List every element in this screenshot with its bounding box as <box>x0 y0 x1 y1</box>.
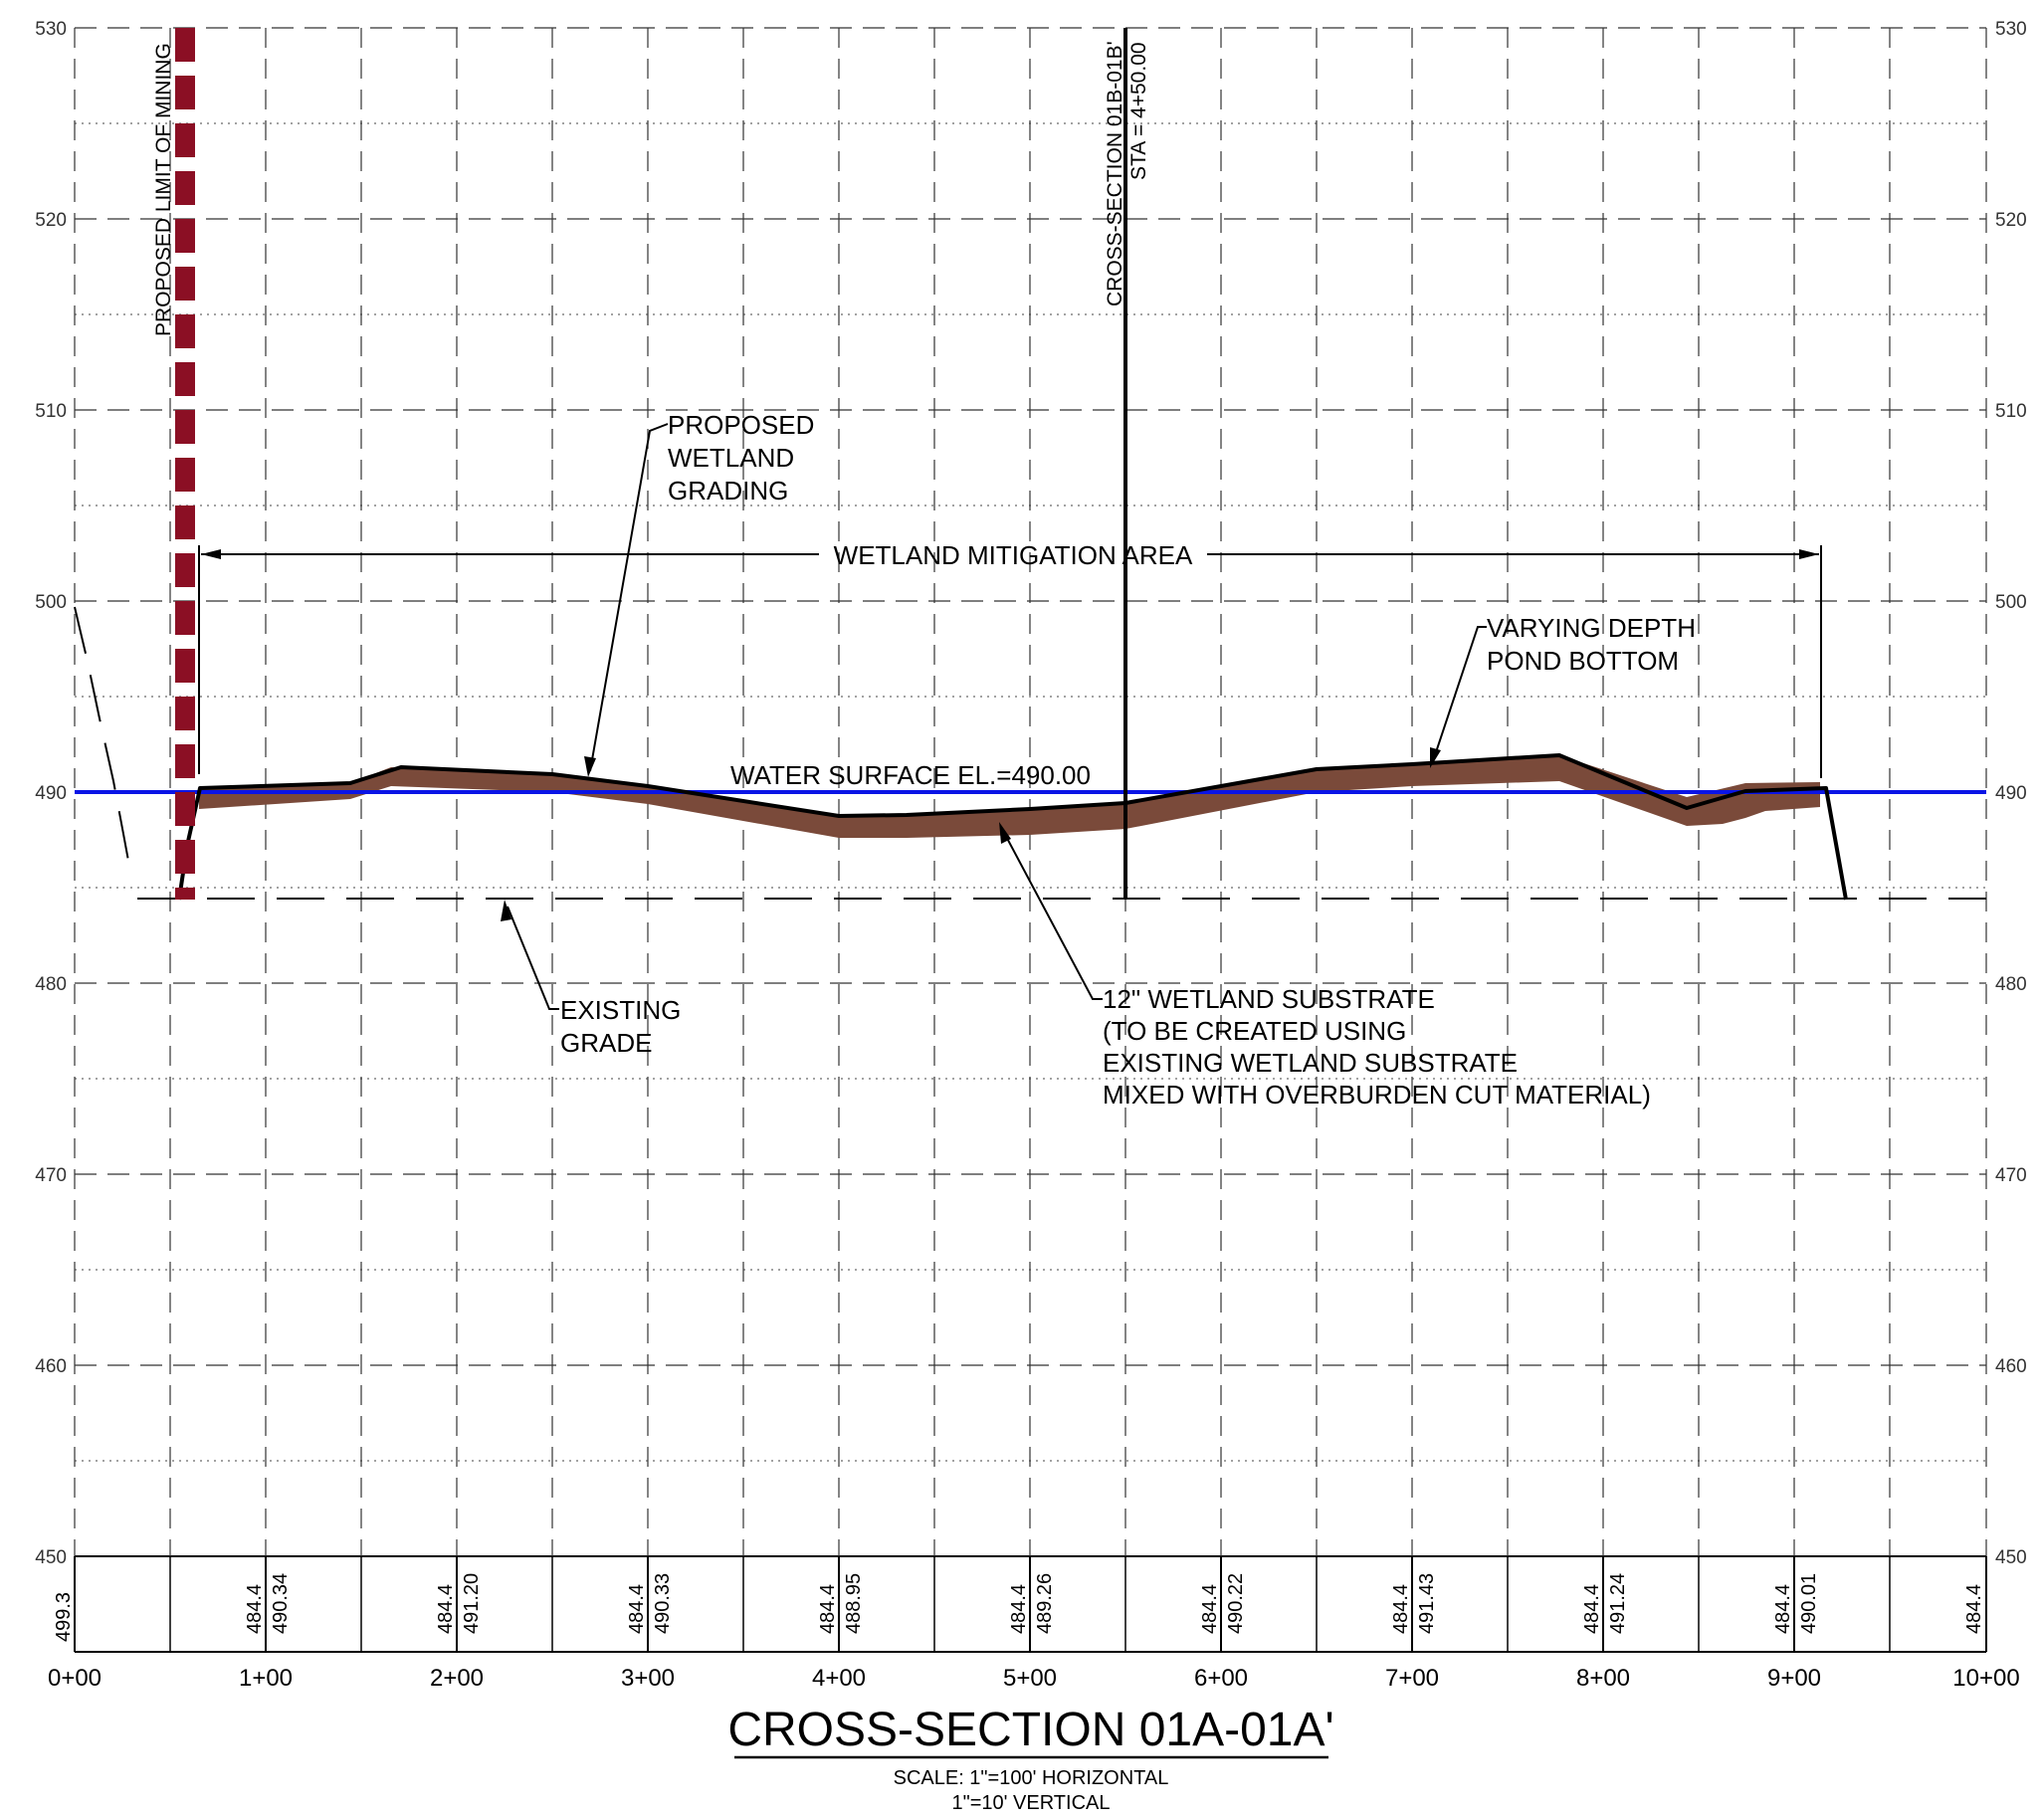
proposed-elev-1: 490.34 <box>270 1573 292 1634</box>
wetland-substrate-band <box>199 755 1820 838</box>
mitigation-area-dimension <box>198 545 1822 778</box>
substrate-line1: 12" WETLAND SUBSTRATE <box>1103 984 1435 1014</box>
y-tick-label: 460 <box>1995 1356 2027 1377</box>
y-axis-right: 450 460 470 480 490 500 510 520 530 <box>1995 19 2027 1568</box>
varying-depth-leader-line <box>1432 626 1487 762</box>
existing-elev-10: 484.4 <box>1963 1584 1985 1634</box>
proposed-elev-7: 491.43 <box>1416 1573 1438 1634</box>
existing-elev-1: 484.4 <box>244 1584 266 1634</box>
x-tick-label: 0+00 <box>48 1665 102 1692</box>
drawing-title: CROSS-SECTION 01A-01A' <box>727 1704 1333 1756</box>
y-tick-label: 480 <box>1995 974 2027 995</box>
y-tick-label: 490 <box>1995 783 2027 804</box>
proposed-elev-3: 490.33 <box>652 1573 674 1634</box>
varying-depth-line1: VARYING DEPTH <box>1487 613 1696 643</box>
y-tick-label: 520 <box>35 210 67 231</box>
varying-depth-line2: POND BOTTOM <box>1487 646 1679 676</box>
existing-elev-0: 499.3 <box>53 1592 75 1642</box>
grading-label-line2: WETLAND <box>668 443 794 473</box>
x-tick-label: 10+00 <box>1952 1665 2019 1692</box>
proposed-elev-5: 489.26 <box>1034 1573 1056 1634</box>
y-axis-left: 450 460 470 480 490 500 510 520 530 <box>35 19 67 1568</box>
y-tick-label: 480 <box>35 974 67 995</box>
existing-elev-5: 484.4 <box>1008 1584 1030 1634</box>
arrowhead-icon <box>584 756 596 777</box>
x-tick-label: 3+00 <box>621 1665 675 1692</box>
y-tick-label: 500 <box>1995 592 2027 613</box>
existing-elev-7: 484.4 <box>1390 1584 1412 1634</box>
y-tick-label: 460 <box>35 1356 67 1377</box>
grading-leader-line <box>589 423 669 772</box>
existing-elev-8: 484.4 <box>1581 1584 1603 1634</box>
y-tick-label: 520 <box>1995 210 2027 231</box>
existing-elev-2: 484.4 <box>435 1584 457 1634</box>
proposed-elev-6: 490.22 <box>1225 1573 1247 1634</box>
x-tick-label: 1+00 <box>239 1665 293 1692</box>
grading-label-line3: GRADING <box>668 476 788 506</box>
y-tick-label: 500 <box>35 592 67 613</box>
x-axis: 0+00 1+00 2+00 3+00 4+00 5+00 6+00 7+00 … <box>48 1665 2020 1692</box>
scale-line2: 1"=10' VERTICAL <box>952 1792 1111 1814</box>
proposed-elev-2: 491.20 <box>461 1573 483 1634</box>
existing-elev-6: 484.4 <box>1199 1584 1221 1634</box>
proposed-elev-8: 491.24 <box>1607 1573 1629 1634</box>
arrow-right-icon <box>1799 549 1819 559</box>
substrate-line4: MIXED WITH OVERBURDEN CUT MATERIAL) <box>1103 1080 1651 1110</box>
substrate-line3: EXISTING WETLAND SUBSTRATE <box>1103 1048 1518 1078</box>
elevation-table: 499.3 484.4 484.4 484.4 484.4 484.4 484.… <box>53 1556 1987 1653</box>
x-tick-label: 5+00 <box>1003 1665 1057 1692</box>
proposed-elev-4: 488.95 <box>843 1573 865 1634</box>
arrow-left-icon <box>201 549 221 559</box>
x-tick-label: 8+00 <box>1576 1665 1630 1692</box>
arrowhead-icon <box>501 900 511 921</box>
y-tick-label: 530 <box>1995 19 2027 40</box>
arrowhead-icon <box>999 822 1011 844</box>
mitigation-area-label: WETLAND MITIGATION AREA <box>834 540 1193 570</box>
proposed-grade-line <box>177 753 1848 901</box>
x-tick-label: 4+00 <box>812 1665 866 1692</box>
substrate-leader-line <box>1001 828 1103 1000</box>
existing-grade-line1: EXISTING <box>560 995 681 1025</box>
y-tick-label: 450 <box>1995 1547 2027 1568</box>
vertical-grid <box>74 28 1987 1556</box>
arrowhead-icon <box>1430 747 1441 768</box>
y-tick-label: 470 <box>35 1165 67 1186</box>
substrate-line2: (TO BE CREATED USING <box>1103 1016 1406 1046</box>
scale-line1: SCALE: 1"=100' HORIZONTAL <box>894 1767 1169 1789</box>
existing-elev-3: 484.4 <box>626 1584 648 1634</box>
grading-label-line1: PROPOSED <box>668 410 814 440</box>
station-ref-label: STA = 4+50.00 <box>1127 42 1150 180</box>
x-tick-label: 2+00 <box>430 1665 484 1692</box>
y-tick-label: 450 <box>35 1547 67 1568</box>
water-surface-label: WATER SURFACE EL.=490.00 <box>730 760 1091 790</box>
existing-elev-4: 484.4 <box>817 1584 839 1634</box>
existing-grade-line <box>74 606 1986 900</box>
x-tick-label: 6+00 <box>1194 1665 1248 1692</box>
y-tick-label: 490 <box>35 783 67 804</box>
proposed-elev-9: 490.01 <box>1798 1573 1820 1634</box>
existing-grade-leader-line <box>507 906 559 1010</box>
y-tick-label: 470 <box>1995 1165 2027 1186</box>
existing-grade-line2: GRADE <box>560 1028 652 1058</box>
existing-elev-9: 484.4 <box>1772 1584 1794 1634</box>
y-tick-label: 510 <box>1995 401 2027 422</box>
y-tick-label: 530 <box>35 19 67 40</box>
x-tick-label: 7+00 <box>1385 1665 1439 1692</box>
limit-of-mining-label: PROPOSED LIMIT OF MINING <box>152 43 175 336</box>
x-tick-label: 9+00 <box>1767 1665 1821 1692</box>
y-tick-label: 510 <box>35 401 67 422</box>
cross-section-ref-label: CROSS-SECTION 01B-01B' <box>1104 41 1126 306</box>
